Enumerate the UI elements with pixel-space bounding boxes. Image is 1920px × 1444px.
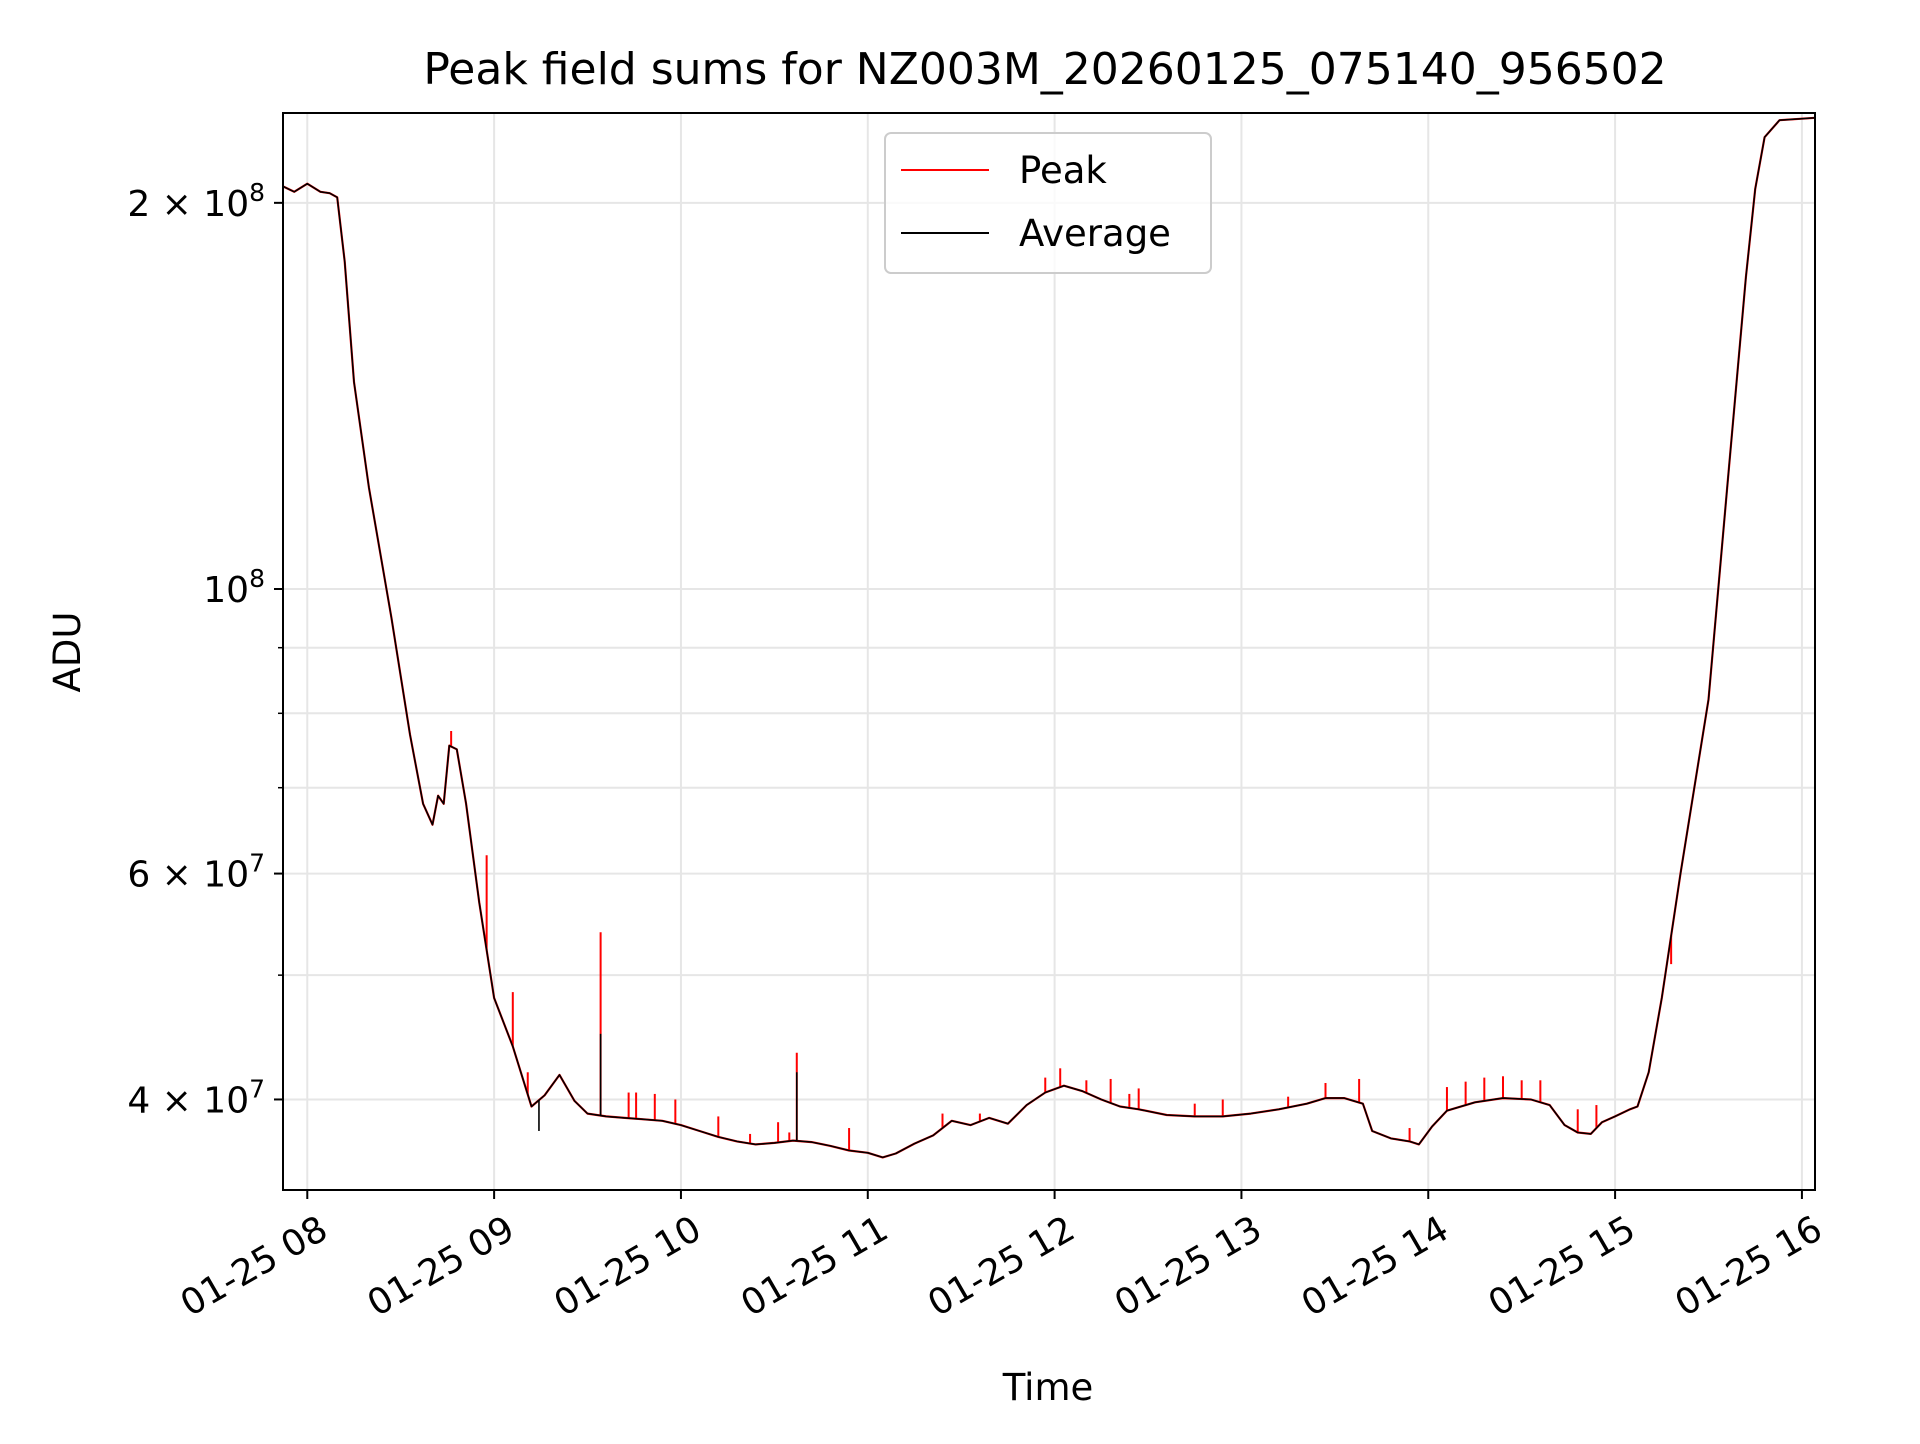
y-axis-label: ADU bbox=[46, 612, 89, 693]
chart-title: Peak field sums for NZ003M_20260125_0751… bbox=[423, 44, 1666, 95]
legend-label-peak: Peak bbox=[1019, 149, 1107, 192]
series-average-line bbox=[282, 117, 1816, 1159]
data-layer bbox=[282, 116, 1816, 1159]
y-tick-label: 2 × 108 bbox=[127, 178, 265, 225]
legend-label-average: Average bbox=[1019, 212, 1171, 255]
y-axis: 4 × 107 6 × 107 108 2 × 108 bbox=[127, 178, 283, 1121]
y-tick-label: 4 × 107 bbox=[127, 1074, 265, 1121]
y-tick-label: 108 bbox=[203, 564, 265, 611]
plot-frame bbox=[282, 112, 1816, 1191]
x-axis-label: Time bbox=[1002, 1366, 1094, 1409]
grid-layer bbox=[283, 113, 1815, 1190]
y-tick-label: 6 × 107 bbox=[127, 849, 265, 896]
legend: Peak Average bbox=[884, 132, 1212, 274]
legend-box bbox=[884, 132, 1212, 274]
